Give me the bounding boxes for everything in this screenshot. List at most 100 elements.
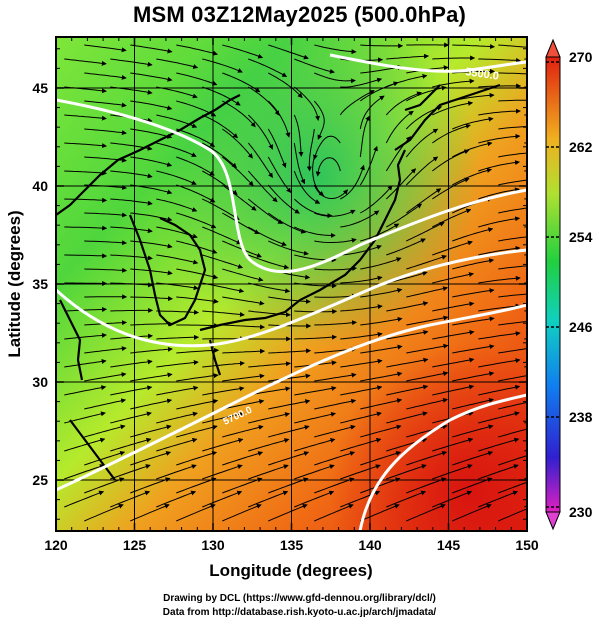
streamline bbox=[432, 490, 473, 508]
streamline bbox=[110, 437, 152, 452]
streamline bbox=[268, 503, 308, 522]
streamline bbox=[156, 170, 197, 185]
streamline bbox=[222, 296, 265, 306]
streamline bbox=[294, 490, 335, 508]
streamline bbox=[306, 128, 315, 172]
streamline bbox=[432, 123, 471, 144]
streamline bbox=[222, 156, 254, 187]
streamline bbox=[294, 58, 335, 74]
streamline bbox=[432, 301, 475, 312]
streamline bbox=[340, 411, 382, 424]
colorbar-max-triangle bbox=[545, 38, 561, 58]
streamline bbox=[202, 437, 244, 452]
streamline bbox=[315, 157, 341, 177]
streamline bbox=[268, 72, 303, 99]
streamline bbox=[312, 156, 325, 197]
streamline bbox=[64, 170, 108, 176]
streamline bbox=[293, 198, 333, 219]
streamline bbox=[386, 384, 429, 396]
streamline bbox=[156, 198, 198, 212]
streamline bbox=[340, 331, 383, 340]
streamline bbox=[268, 373, 311, 382]
streamline bbox=[406, 254, 447, 270]
colorbar-label-238: 238 bbox=[569, 409, 593, 425]
streamline bbox=[452, 504, 492, 522]
streamline bbox=[498, 265, 527, 270]
streamline bbox=[222, 184, 257, 211]
streamline bbox=[84, 100, 127, 108]
streamline bbox=[498, 401, 527, 410]
streamline bbox=[202, 114, 239, 139]
streamline bbox=[360, 316, 403, 326]
streamline bbox=[314, 238, 357, 243]
streamline bbox=[202, 386, 245, 396]
streamline bbox=[84, 267, 128, 273]
streamline bbox=[248, 58, 288, 78]
y-axis-title: Latitude (degrees) bbox=[5, 210, 24, 357]
colorbar: 270 262 254 246 238 230 bbox=[545, 38, 593, 531]
x-tick-label: 140 bbox=[358, 537, 382, 553]
streamline bbox=[247, 170, 278, 203]
streamline bbox=[432, 464, 473, 480]
streamline bbox=[267, 184, 300, 214]
streamline bbox=[360, 424, 402, 438]
streamline bbox=[340, 385, 383, 396]
streamline bbox=[267, 156, 292, 194]
streamline bbox=[64, 437, 106, 452]
streamline bbox=[498, 375, 527, 382]
streamline bbox=[360, 43, 404, 49]
streamline bbox=[478, 275, 521, 284]
streamline bbox=[247, 114, 273, 150]
streamline bbox=[385, 110, 414, 144]
contour-label: 5500.0 bbox=[465, 66, 500, 83]
streamline bbox=[156, 142, 197, 157]
streamline bbox=[176, 450, 218, 466]
streamline bbox=[386, 464, 427, 480]
streamline bbox=[498, 179, 527, 186]
streamline bbox=[314, 424, 356, 438]
streamline bbox=[202, 226, 242, 245]
streamline bbox=[84, 346, 127, 354]
coastlines bbox=[56, 83, 501, 481]
streamline bbox=[247, 198, 284, 224]
streamline bbox=[110, 282, 154, 288]
streamline bbox=[64, 58, 107, 66]
streamline bbox=[156, 58, 199, 69]
streamline bbox=[293, 142, 306, 185]
streamline bbox=[294, 464, 335, 480]
streamline bbox=[432, 100, 474, 116]
streamline bbox=[202, 254, 244, 269]
streamline bbox=[84, 128, 127, 136]
streamline bbox=[432, 208, 472, 228]
streamline bbox=[294, 386, 337, 396]
streamline bbox=[130, 100, 173, 111]
streamline bbox=[340, 210, 380, 228]
map-plot: 5500.0 5700.0 bbox=[56, 37, 527, 531]
streamline bbox=[222, 503, 262, 522]
streamline bbox=[294, 226, 336, 238]
credit-data: Data from http://database.rish.kyoto-u.a… bbox=[162, 607, 437, 618]
streamline bbox=[478, 490, 519, 508]
colorbar-label-230: 230 bbox=[569, 504, 593, 520]
colorbar-label-254: 254 bbox=[569, 229, 593, 245]
streamline bbox=[248, 361, 291, 368]
streamline bbox=[156, 411, 198, 424]
streamline bbox=[406, 397, 449, 410]
streamline bbox=[478, 160, 521, 172]
streamline bbox=[406, 286, 449, 298]
streamline bbox=[64, 197, 108, 203]
streamline bbox=[222, 424, 264, 438]
streamline bbox=[222, 72, 261, 93]
streamline bbox=[268, 425, 310, 438]
streamline bbox=[84, 44, 127, 53]
streamline bbox=[452, 44, 496, 50]
streamline bbox=[84, 212, 128, 218]
streamline bbox=[314, 209, 356, 217]
streamline bbox=[267, 128, 287, 168]
streamline bbox=[452, 141, 493, 158]
streamline bbox=[156, 334, 200, 340]
streamline bbox=[222, 324, 266, 330]
streamline bbox=[110, 58, 153, 67]
streamline bbox=[478, 303, 521, 312]
streamline bbox=[432, 384, 475, 396]
